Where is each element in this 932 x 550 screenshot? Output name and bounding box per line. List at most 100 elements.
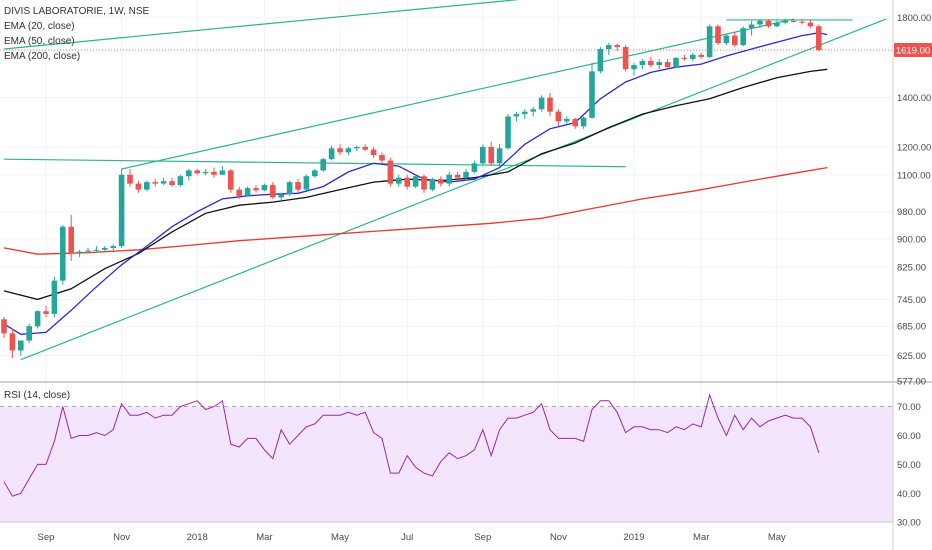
candle — [807, 19, 814, 29]
candle — [43, 305, 49, 318]
candle-body — [51, 280, 58, 314]
candle-body — [454, 174, 461, 178]
time-tick-label: 2019 — [623, 532, 644, 543]
candle — [169, 177, 175, 187]
price-tick-label: 980.00 — [897, 207, 926, 218]
candle-body — [572, 118, 578, 127]
candle — [219, 166, 226, 175]
candle — [68, 214, 74, 262]
candle — [765, 19, 772, 29]
price-axis[interactable]: 1800.00 1400.00 1200.00 1100.00 980.00 900.00… — [897, 13, 931, 388]
candle-body — [211, 171, 217, 175]
candle — [681, 54, 688, 62]
candle — [799, 19, 805, 25]
candle-body — [715, 26, 721, 44]
candle — [580, 116, 587, 129]
candle-body — [530, 109, 536, 112]
time-tick-label: Jul — [401, 532, 413, 543]
candle-body — [26, 326, 32, 341]
candle-body — [219, 170, 226, 175]
candle — [211, 167, 217, 178]
trendline-upper-channel — [3, 0, 521, 50]
candle-body — [421, 176, 427, 190]
ema200-line — [3, 166, 828, 255]
candle — [429, 177, 436, 192]
candle-body — [102, 247, 108, 250]
candle-body — [118, 174, 125, 247]
candle — [664, 58, 671, 70]
candle-body — [757, 20, 763, 25]
candle-body — [127, 174, 133, 184]
candle-body — [547, 97, 553, 112]
price-tick-label: 1800.00 — [897, 13, 931, 24]
candle-body — [513, 114, 520, 117]
candle — [379, 152, 385, 164]
candle-body — [606, 45, 612, 50]
candle — [715, 24, 721, 46]
candle-body — [396, 177, 402, 184]
candle-body — [68, 226, 74, 254]
symbol-title[interactable]: DIVIS LABORATORIE, 1W, NSE — [4, 6, 150, 17]
candle — [454, 171, 461, 181]
rsi-tick-label: 40.00 — [897, 489, 921, 500]
candle-body — [404, 177, 410, 187]
candle-body — [60, 226, 66, 281]
candle — [9, 328, 16, 359]
candle-body — [698, 54, 704, 57]
candle — [362, 144, 368, 151]
candle — [790, 19, 797, 23]
time-axis[interactable]: Sep Nov 2018 Mar May Jul Sep Nov 2019 Mar May — [38, 532, 786, 543]
candle — [354, 145, 360, 151]
candle-body — [446, 174, 452, 184]
rsi-line — [3, 393, 820, 497]
time-tick-label: Nov — [113, 532, 130, 543]
ema50-legend[interactable]: EMA (50, close) — [4, 36, 75, 47]
candle-body — [614, 45, 620, 48]
candle-body — [370, 149, 377, 156]
candle-body — [328, 148, 335, 160]
candle — [572, 117, 578, 129]
time-tick-label: May — [768, 532, 786, 543]
candle-body — [278, 194, 284, 198]
rsi-legend[interactable]: RSI (14, close) — [4, 388, 70, 403]
candle — [547, 93, 553, 117]
candle-body — [681, 57, 688, 59]
candle — [471, 160, 478, 174]
candle-body — [186, 170, 192, 177]
candle-body — [656, 62, 662, 66]
candle-body — [673, 57, 679, 68]
candle-body — [463, 171, 469, 178]
candle-body — [270, 185, 276, 198]
time-tick-label: 2018 — [187, 532, 208, 543]
candle — [438, 176, 444, 187]
price-tick-label: 1400.00 — [897, 93, 931, 104]
candle — [614, 43, 620, 51]
candle — [505, 114, 511, 150]
rsi-axis[interactable]: 70.00 60.00 50.00 40.00 30.00 — [897, 402, 921, 529]
price-tick-label: 577.00 — [897, 377, 926, 388]
ema200-legend[interactable]: EMA (200, close) — [4, 51, 81, 62]
candle-body — [589, 71, 595, 118]
candles — [0, 19, 893, 359]
candle — [328, 145, 335, 161]
price-tick-label: 900.00 — [897, 234, 926, 245]
candle-body — [538, 97, 545, 110]
candle-body — [740, 28, 746, 46]
rsi-label[interactable]: RSI (14, close) — [4, 390, 71, 401]
candle — [522, 109, 528, 119]
last-price-label: 1619.00 — [896, 45, 930, 56]
candle-body — [85, 250, 91, 252]
candle — [85, 247, 91, 254]
candle-body — [597, 49, 604, 72]
candle-body — [429, 179, 436, 190]
candle-body — [723, 35, 730, 44]
candle — [396, 174, 402, 187]
candle — [622, 45, 629, 72]
candle — [135, 180, 142, 193]
ema20-legend[interactable]: EMA (20, close) — [4, 21, 75, 32]
candle-body — [732, 35, 738, 46]
candle-body — [236, 189, 242, 196]
candle — [723, 33, 730, 46]
candle-body — [169, 181, 175, 186]
